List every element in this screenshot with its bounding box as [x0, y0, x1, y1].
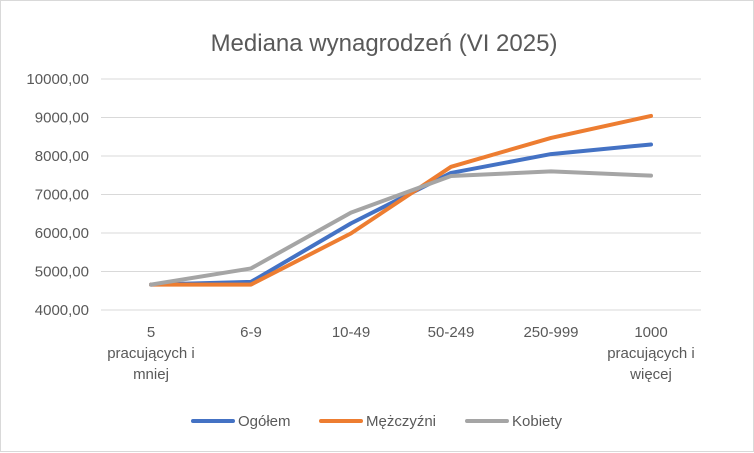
- legend-label: Mężczyźni: [366, 413, 436, 430]
- x-tick-label-line: pracujących i: [107, 345, 195, 362]
- series-line-mężczyźni: [151, 116, 651, 285]
- x-tick-label-line: 6-9: [240, 324, 262, 341]
- y-tick-label: 7000,00: [35, 187, 89, 204]
- y-tick-label: 10000,00: [26, 71, 89, 88]
- legend-label: Kobiety: [512, 413, 563, 430]
- x-tick-label-line: więcej: [629, 366, 672, 383]
- x-tick-label-line: 1000: [634, 324, 667, 341]
- x-tick-label-line: pracujących i: [607, 345, 695, 362]
- x-tick-label: 50-249: [428, 324, 475, 341]
- x-tick-label-line: 10-49: [332, 324, 370, 341]
- legend: Ogółem Mężczyźni Kobiety: [193, 413, 563, 430]
- x-tick-label-line: 50-249: [428, 324, 475, 341]
- x-tick-label: 1000 pracujących i więcej: [607, 324, 695, 383]
- y-axis-tick-labels: 4000,00 5000,00 6000,00 7000,00 8000,00 9000,…: [26, 71, 89, 319]
- x-tick-label: 10-49: [332, 324, 370, 341]
- y-tick-label: 5000,00: [35, 264, 89, 281]
- x-tick-label: 6-9: [240, 324, 262, 341]
- chart-title: Mediana wynagrodzeń (VI 2025): [211, 30, 558, 57]
- series-line-kobiety: [151, 171, 651, 284]
- x-tick-label-line: 5: [147, 324, 155, 341]
- series-line-ogółem: [151, 144, 651, 284]
- x-tick-label: 250-999: [523, 324, 578, 341]
- y-tick-label: 9000,00: [35, 110, 89, 127]
- y-tick-label: 6000,00: [35, 225, 89, 242]
- x-tick-label-line: 250-999: [523, 324, 578, 341]
- x-tick-label-line: mniej: [133, 366, 169, 383]
- x-tick-label: 5 pracujących i mniej: [107, 324, 195, 383]
- x-axis-tick-labels: 5 pracujących i mniej 6-9 10-49 50-249 250-999…: [107, 324, 695, 383]
- legend-label: Ogółem: [238, 413, 291, 430]
- y-tick-label: 4000,00: [35, 302, 89, 319]
- y-tick-label: 8000,00: [35, 148, 89, 165]
- series-lines: [151, 116, 651, 285]
